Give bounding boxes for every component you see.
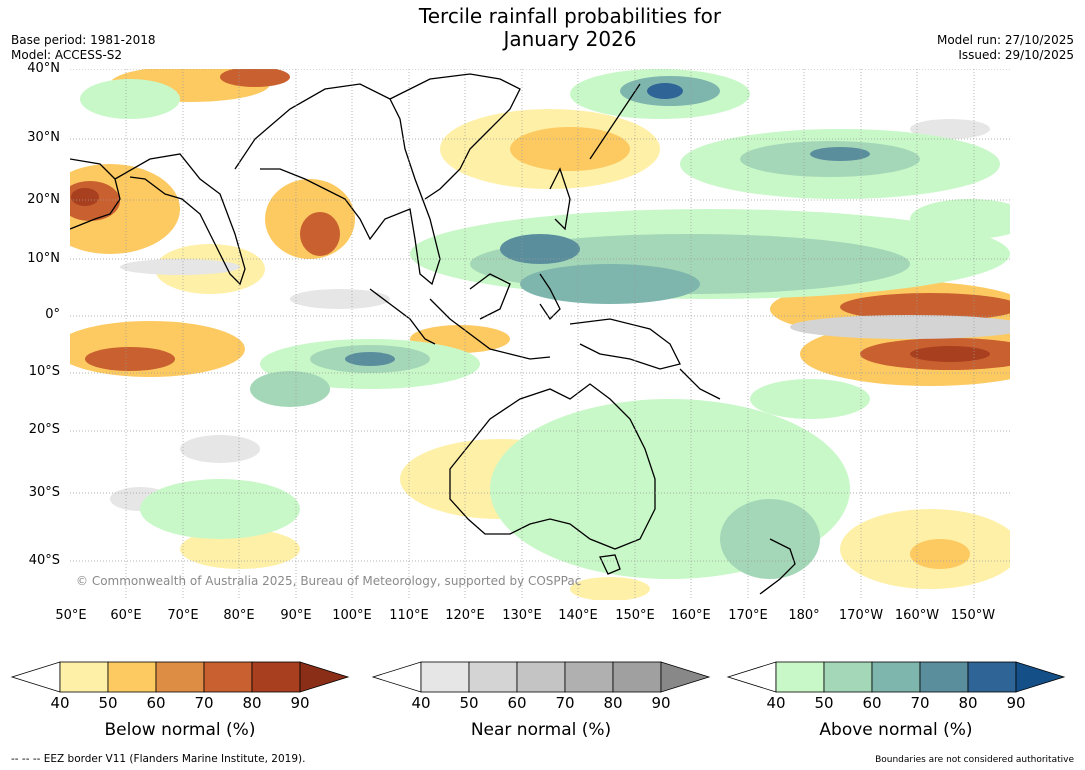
lon-label: 80°E	[223, 608, 255, 623]
colorbar-tick: 40	[411, 694, 431, 712]
lat-label: 20°S	[28, 422, 60, 437]
boundaries-disclaimer: Boundaries are not considered authoritat…	[875, 755, 1074, 765]
lon-label: 70°E	[167, 608, 199, 623]
model-run: Model run: 27/10/2025	[936, 33, 1074, 47]
lat-label: 10°N	[27, 251, 60, 266]
meta-left: Base period: 1981-2018 Model: ACCESS-S2	[11, 33, 156, 63]
lon-label: 150°W	[950, 608, 996, 623]
above-normal-regions	[80, 69, 1010, 579]
map-title: Tercile rainfall probabilities for Janua…	[0, 5, 1085, 51]
colorbar-tick: 90	[651, 694, 671, 712]
eez-border-note: -- -- -- EEZ border V11 (Flanders Marine…	[11, 753, 306, 765]
lon-label: 140°E	[558, 608, 598, 623]
issued-date: Issued: 29/10/2025	[958, 48, 1074, 62]
colorbar-tick: 70	[910, 694, 930, 712]
colorbar-below-normal	[10, 661, 350, 693]
colorbar-tick: 60	[862, 694, 882, 712]
colorbar-title-above: Above normal (%)	[819, 720, 973, 740]
lon-label: 170°W	[838, 608, 884, 623]
lat-label: 30°S	[28, 485, 60, 500]
colorbar-title-below: Below normal (%)	[104, 720, 256, 740]
coastlines	[70, 73, 796, 595]
colorbar-tick: 90	[290, 694, 310, 712]
lat-label: 0°	[45, 307, 60, 322]
lat-label: 40°N	[27, 61, 60, 76]
lon-label: 160°E	[671, 608, 711, 623]
rainfall-probability-map	[70, 69, 1010, 600]
gridlines	[70, 69, 1010, 600]
lon-label: 100°E	[332, 608, 372, 623]
title-line-2: January 2026	[503, 27, 637, 51]
colorbar-tick: 80	[958, 694, 978, 712]
colorbar-tick: 60	[146, 694, 166, 712]
lat-label: 20°N	[27, 192, 60, 207]
lon-label: 170°E	[728, 608, 768, 623]
colorbar-tick: 50	[98, 694, 118, 712]
colorbar-tick: 40	[766, 694, 786, 712]
colorbar-tick: 80	[603, 694, 623, 712]
lon-label: 130°E	[502, 608, 542, 623]
lon-label: 110°E	[389, 608, 429, 623]
copyright-notice: © Commonwealth of Australia 2025, Bureau…	[76, 574, 582, 588]
colorbar-title-near: Near normal (%)	[470, 720, 612, 740]
lon-label: 50°E	[55, 608, 87, 623]
lon-label: 90°E	[280, 608, 312, 623]
colorbar-near-normal	[371, 661, 711, 693]
colorbar-tick: 90	[1006, 694, 1026, 712]
colorbar-tick: 70	[194, 694, 214, 712]
colorbar-tick: 80	[242, 694, 262, 712]
colorbars	[10, 661, 1066, 693]
colorbar-tick: 60	[507, 694, 527, 712]
lat-label: 10°S	[28, 364, 60, 379]
base-period: Base period: 1981-2018	[11, 33, 156, 47]
colorbar-tick: 50	[814, 694, 834, 712]
colorbar-tick: 40	[50, 694, 70, 712]
lon-label: 180°	[788, 608, 820, 623]
colorbar-tick: 50	[459, 694, 479, 712]
model-name: Model: ACCESS-S2	[11, 48, 123, 62]
lon-label: 150°E	[615, 608, 655, 623]
colorbar-tick: 70	[555, 694, 575, 712]
meta-right: Model run: 27/10/2025 Issued: 29/10/2025	[937, 33, 1074, 63]
lat-label: 40°S	[28, 553, 60, 568]
lat-label: 30°N	[27, 130, 60, 145]
title-line-1: Tercile rainfall probabilities for	[418, 4, 722, 28]
lon-label: 160°W	[894, 608, 940, 623]
lon-label: 120°E	[445, 608, 485, 623]
colorbar-above-normal	[726, 661, 1066, 693]
lon-label: 60°E	[110, 608, 142, 623]
